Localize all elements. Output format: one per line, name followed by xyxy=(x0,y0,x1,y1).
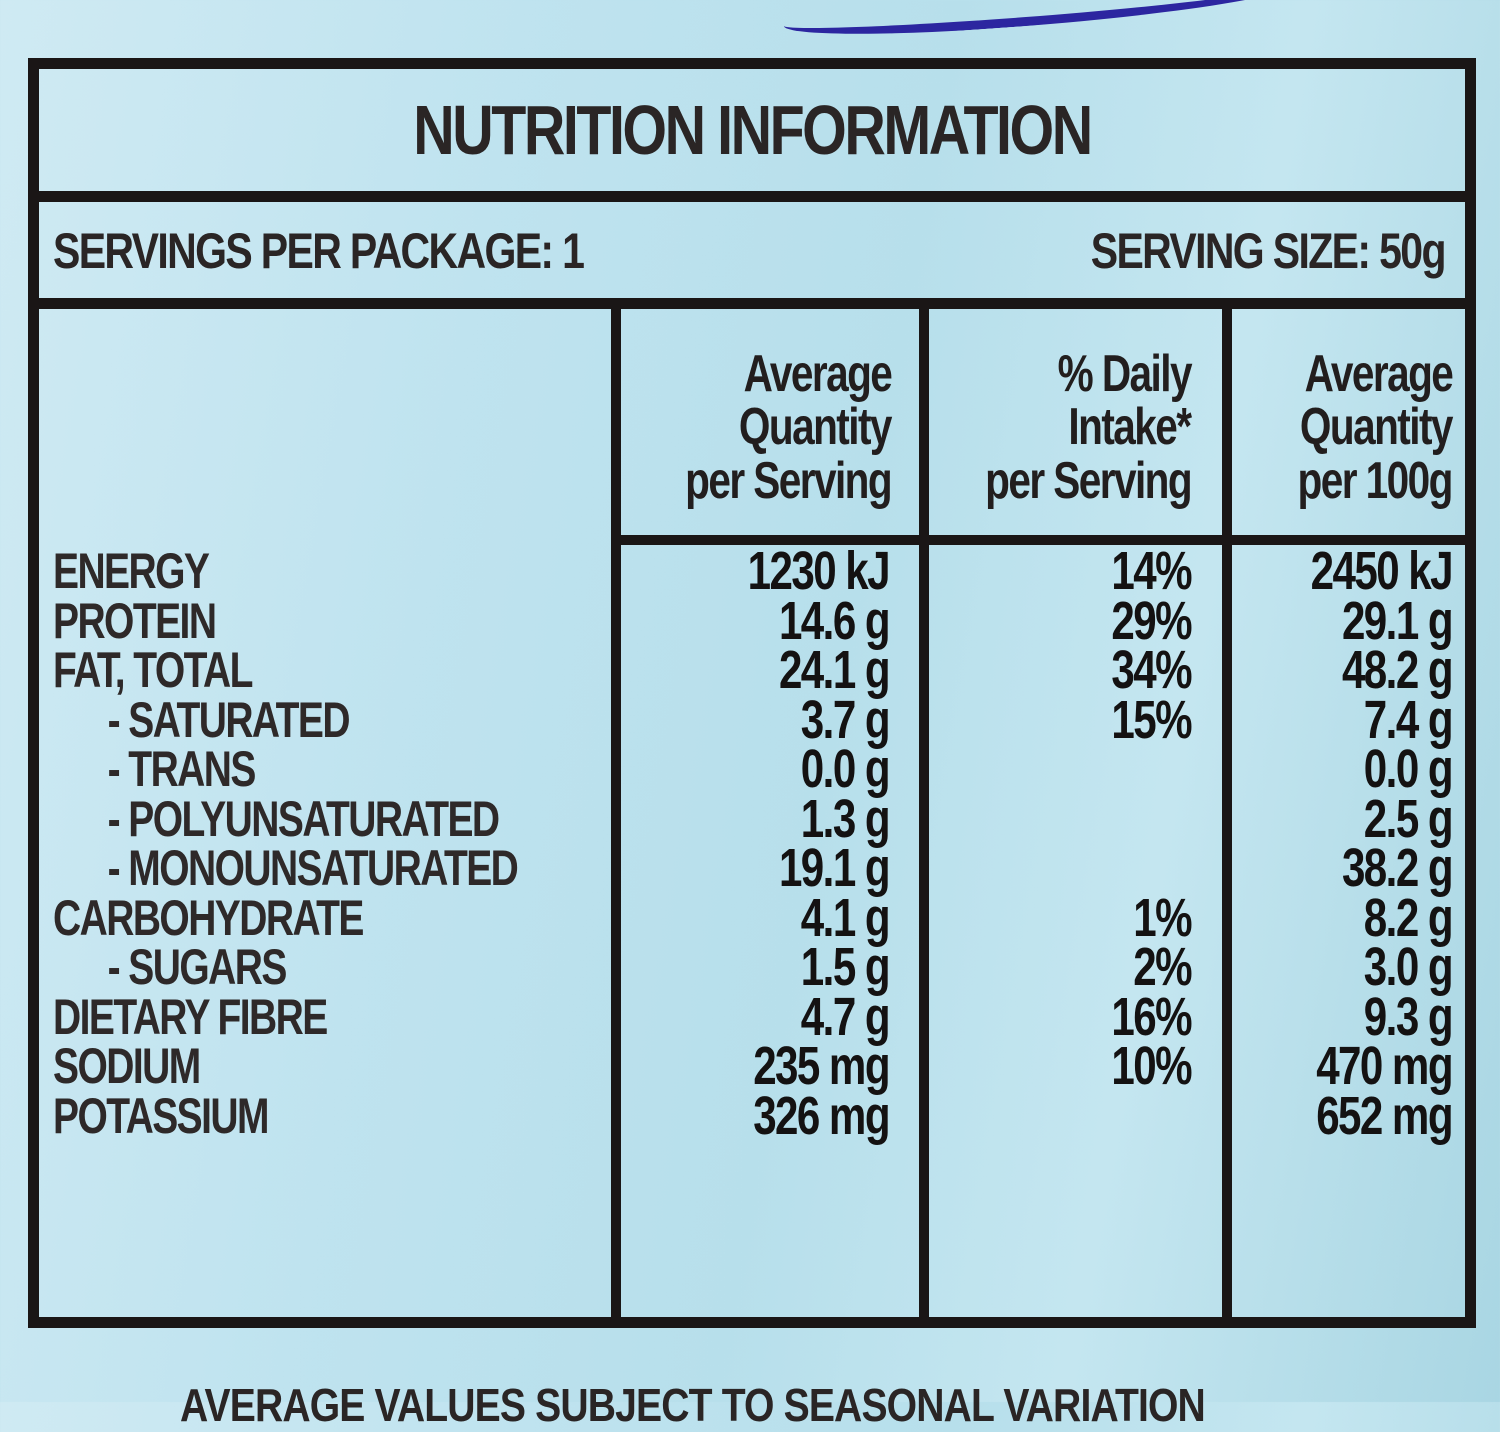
nutrient-name: - SATURATED xyxy=(107,691,351,748)
column-header-per-serving: Average Quantity per Serving xyxy=(684,345,893,510)
per-serving-value: 326 mg xyxy=(753,1085,890,1146)
nutrient-name: CARBOHYDRATE xyxy=(53,889,364,946)
per-serving-values: 1230 kJ 14.6 g 24.1 g 3.7 g 0.0 g 1.3 g … xyxy=(621,541,891,1146)
nutrition-panel: NUTRITION INFORMATION SERVINGS PER PACKA… xyxy=(28,58,1476,1328)
per-serving-value: 0.0 g xyxy=(800,739,891,799)
nutrient-name: - TRANS xyxy=(107,741,257,797)
daily-intake-value xyxy=(987,844,1191,894)
per-serving-value: 3.7 g xyxy=(800,689,891,750)
per-100g-value: 652 mg xyxy=(1316,1085,1453,1146)
daily-intake-value: 34% xyxy=(1111,640,1192,700)
per-100g-value: 3.0 g xyxy=(1363,937,1454,997)
per-100g-value: 29.1 g xyxy=(1341,590,1454,651)
serving-size: SERVING SIZE: 50g xyxy=(1090,222,1447,279)
nutrient-name: - SUGARS xyxy=(107,939,288,995)
per-100g-value: 7.4 g xyxy=(1363,689,1454,750)
header-divider xyxy=(611,535,1465,545)
footer-note: AVERAGE VALUES SUBJECT TO SEASONAL VARIA… xyxy=(180,1379,1206,1431)
nutrient-name: SODIUM xyxy=(53,1038,201,1094)
divider xyxy=(39,298,1465,309)
daily-intake-value: 2% xyxy=(1133,937,1192,997)
per-serving-value: 14.6 g xyxy=(778,590,891,651)
per-100g-value: 0.0 g xyxy=(1363,739,1454,799)
nutrient-name: POTASSIUM xyxy=(53,1087,269,1144)
daily-intake-value xyxy=(987,745,1191,795)
column-header-daily-intake: % Daily Intake* per Serving xyxy=(984,345,1193,510)
per-100g-value: 470 mg xyxy=(1316,1036,1453,1096)
nutrient-name: ENERGY xyxy=(53,543,210,599)
column-divider xyxy=(919,309,929,1317)
serving-info-row: SERVINGS PER PACKAGE: 1 SERVING SIZE: 50… xyxy=(39,203,1465,298)
nutrition-table: Average Quantity per Serving % Daily Int… xyxy=(39,309,1465,1317)
per-serving-value: 4.1 g xyxy=(800,887,891,948)
per-100g-value: 38.2 g xyxy=(1341,838,1454,898)
daily-intake-value: 16% xyxy=(1111,986,1192,1047)
column-header-per-100g: Average Quantity per 100g xyxy=(1297,345,1454,510)
per-100g-value: 9.3 g xyxy=(1363,986,1454,1047)
per-serving-value: 1230 kJ xyxy=(747,541,891,601)
pen-mark xyxy=(782,0,1304,44)
daily-intake-value: 29% xyxy=(1111,590,1192,651)
divider xyxy=(39,191,1465,202)
daily-intake-value: 15% xyxy=(1111,689,1192,750)
daily-intake-value: 14% xyxy=(1111,541,1192,601)
nutrient-name: - POLYUNSATURATED xyxy=(107,790,501,847)
column-divider xyxy=(1222,309,1232,1317)
nutrient-name: FAT, TOTAL xyxy=(53,642,253,698)
daily-intake-value xyxy=(987,795,1191,845)
nutrient-names: ENERGY PROTEIN FAT, TOTAL - SATURATED - … xyxy=(53,543,613,1144)
nutrient-name: - MONOUNSATURATED xyxy=(107,840,519,896)
servings-per-package: SERVINGS PER PACKAGE: 1 xyxy=(53,222,585,279)
panel-title: NUTRITION INFORMATION xyxy=(413,91,1093,169)
per-100g-value: 48.2 g xyxy=(1341,640,1454,700)
per-serving-value: 24.1 g xyxy=(778,640,891,700)
nutrient-name: PROTEIN xyxy=(53,592,217,649)
daily-intake-value: 1% xyxy=(1133,887,1192,948)
per-100g-value: 8.2 g xyxy=(1363,887,1454,948)
column-divider xyxy=(611,309,621,1317)
per-serving-value: 19.1 g xyxy=(778,838,891,898)
per-100g-value: 2.5 g xyxy=(1363,788,1454,849)
nutrient-name: DIETARY FIBRE xyxy=(53,988,328,1045)
daily-intake-value xyxy=(987,1092,1191,1142)
per-100g-values: 2450 kJ 29.1 g 48.2 g 7.4 g 0.0 g 2.5 g … xyxy=(1232,541,1454,1146)
daily-intake-value: 10% xyxy=(1111,1036,1192,1096)
daily-intake-values: 14% 29% 34% 15% 1% 2% 16% 10% xyxy=(929,541,1192,1142)
per-serving-value: 235 mg xyxy=(753,1036,890,1096)
per-serving-value: 4.7 g xyxy=(800,986,891,1047)
per-serving-value: 1.3 g xyxy=(800,788,891,849)
per-serving-value: 1.5 g xyxy=(800,937,891,997)
per-100g-value: 2450 kJ xyxy=(1310,541,1454,601)
